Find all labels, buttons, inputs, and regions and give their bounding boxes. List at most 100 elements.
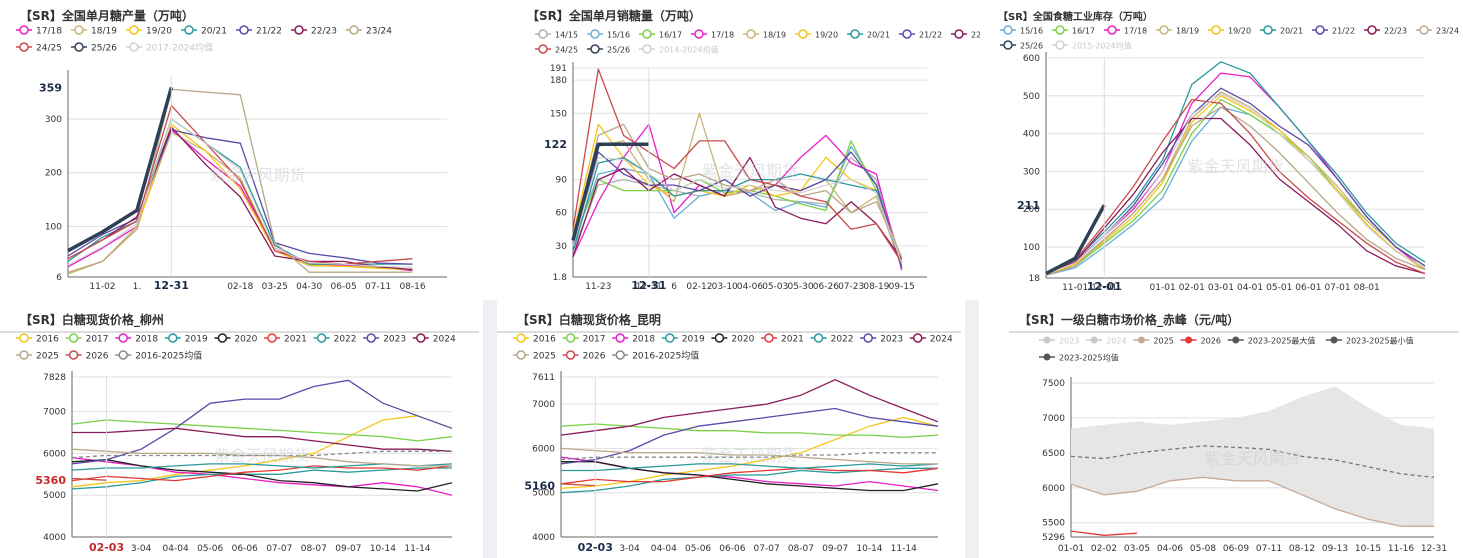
y-tick-label: 400 [1023,130,1040,140]
series-line-16/17 [572,140,903,269]
crosshair-x-label: 02-03 [578,541,613,554]
legend-swatch-dot [19,350,29,360]
x-tick-label: 08-07 [788,544,814,554]
y-tick-label: 5000 [532,489,555,499]
legend-swatch-dot [1159,25,1169,35]
x-tick-label: 05-03 [762,282,788,292]
legend-swatch-dot [129,25,139,35]
x-tick-label: 05-08 [1190,544,1216,554]
legend-swatch-dot [590,44,600,54]
legend-label: 2023-2025最大值 [1248,336,1316,346]
crosshair-y-label: 5160 [524,480,555,493]
legend-swatch-dot [1185,336,1193,344]
x-tick-label: 09-15 [889,282,915,292]
y-tick-label: 18 [1029,274,1041,284]
legend-label: 2016-2025均值 [135,350,202,362]
y-tick-label: 90 [556,176,568,186]
chart-sugar-production: 【SR】全国单月糖产量（万吨） 17/18 18/19 19/20 20/21 21/22… [16,8,447,292]
series-line-18/19 [572,112,903,269]
legend-swatch-dot [19,333,29,343]
legend-label: 22/23 [1384,27,1407,36]
legend-label: 21/22 [1332,27,1355,36]
legend-swatch-dot [746,29,756,39]
legend-swatch-dot [850,29,860,39]
panel-sugar-sales: 【SR】全国单月销糖量（万吨） 14/15 15/16 16/17 17/18 18/19… [497,0,980,300]
legend-label: 2023 [880,335,903,345]
legend-label: 17/18 [36,27,62,37]
y-tick-label: 30 [556,242,568,252]
x-tick-label: 07-11 [1256,544,1282,554]
y-tick-label: 5500 [1042,519,1065,529]
series-line-23/24 [572,123,903,258]
y-tick-label: 200 [45,169,62,179]
series-line-2020 [71,459,453,492]
legend-label: 2021 [284,335,307,345]
y-tick-label: 6000 [43,449,66,459]
legend-label: 2016 [36,335,59,345]
x-tick-label: 01-01 [1150,283,1176,293]
legend-label: 18/19 [91,27,117,37]
y-tick-label: 5000 [43,491,66,501]
legend-label: 2024 [1106,337,1126,346]
x-tick-label: 06-01 [1295,283,1321,293]
series-line-2022 [561,463,939,472]
y-tick-label: 7500 [1042,379,1065,389]
legend-swatch-dot [239,25,249,35]
series-line-2025 [560,447,938,465]
y-tick-label: 500 [1023,92,1040,102]
legend-swatch-dot [1330,336,1338,344]
y-tick-label: 6000 [1042,484,1065,494]
y-tick-label: 300 [45,115,62,125]
legend-swatch-dot [538,29,548,39]
legend-swatch-dot [129,42,139,52]
legend-label: 18/19 [1176,27,1199,36]
legend-label: 2014-2024均值 [659,45,719,55]
legend-label: 2023-2025最小值 [1346,336,1414,346]
legend-label: 2020 [731,335,754,345]
x-tick-label: 11-14 [891,544,917,554]
legend-swatch-dot [665,333,675,343]
legend-swatch-dot [538,44,548,54]
chart-sugar-sales: 【SR】全国单月销糖量（万吨） 14/15 15/16 16/17 17/18 18/19… [527,8,980,292]
series-line-2014-2024均值 [572,156,903,264]
legend-swatch-dot [694,29,704,39]
legend-swatch-dot [642,44,652,54]
series-line-2019 [71,467,452,490]
x-tick-label: 06-26 [813,282,839,292]
legend-swatch-dot [68,350,79,360]
crosshair-x-label: 12-01 [1087,280,1122,293]
series-line-2017 [71,419,453,442]
legend-swatch-dot [168,333,178,343]
legend-label: 2017 [583,335,606,345]
legend-label: 2025 [1153,337,1173,346]
x-tick-label: 03-25 [262,282,288,292]
panel-kunming-price: 【SR】白糖现货价格_昆明 2016 2017 2018 2019 2020 2021 202… [497,300,965,558]
legend-swatch-dot [294,25,304,35]
legend-swatch-dot [902,29,912,39]
x-tick-label: 10-14 [370,544,396,554]
x-tick-label: 03-05 [1124,544,1150,554]
chart-title: 【SR】白糖现货价格_昆明 [517,312,661,328]
legend-swatch-dot [118,333,128,343]
y-tick-label: 6 [56,273,62,283]
legend-label: 20/21 [867,31,890,40]
series-line-20/21 [67,118,413,265]
legend-swatch-dot [1043,353,1051,361]
series-line-2015-2024均值 [1045,93,1426,275]
y-tick-label: 100 [1023,243,1040,253]
series-line-2020 [561,461,939,492]
crosshair-y-label: 359 [39,81,62,94]
series-line-20/21 [572,156,903,266]
x-tick-label: 04-06 [737,282,763,292]
legend-label: 2022 [831,335,854,345]
x-tick-label: 10-14 [856,544,882,554]
legend-label: 15/16 [1020,27,1043,36]
crosshair-x-label: 12-31 [631,279,666,292]
legend-swatch-dot [615,333,625,343]
series-line-18/19 [67,131,413,273]
x-tick-label: 06-06 [232,544,258,554]
chart-industrial-inventory: 【SR】全国食糖工业库存（万吨） 15/16 16/17 17/18 18/19 19/2… [998,10,1459,293]
legend-label: 2021 [781,335,804,345]
series-line-2026 [71,477,107,481]
legend-swatch-dot [954,29,964,39]
